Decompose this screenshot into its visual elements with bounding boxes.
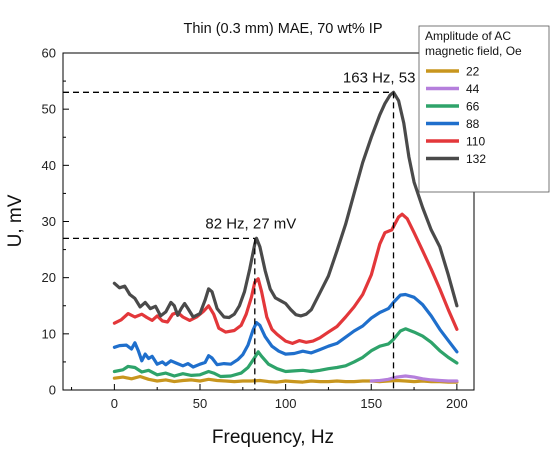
legend-label-88: 88 bbox=[466, 117, 480, 131]
annotation-label: 163 Hz, 53 mV bbox=[343, 69, 442, 86]
x-tick-label: 150 bbox=[360, 396, 382, 411]
x-tick-label: 50 bbox=[193, 396, 207, 411]
series-44-line bbox=[369, 374, 459, 383]
x-axis-ticks: 0 50 100 150 200 bbox=[71, 384, 468, 411]
y-axis-ticks: 0 10 20 30 40 50 60 bbox=[42, 46, 69, 398]
y-tick-label: 50 bbox=[42, 102, 56, 117]
legend-label-44: 44 bbox=[466, 82, 480, 96]
y-tick-label: 10 bbox=[42, 326, 56, 341]
legend: Amplitude of AC magnetic field, Oe 22 44 6… bbox=[418, 25, 550, 193]
series-66-line bbox=[112, 327, 459, 379]
legend-label-110: 110 bbox=[466, 135, 485, 149]
series-22-line bbox=[112, 374, 459, 384]
legend-title-line-2: magnetic field, Oe bbox=[425, 44, 522, 58]
series-132-line bbox=[112, 90, 459, 320]
series-layer bbox=[112, 90, 459, 384]
y-tick-label: 30 bbox=[42, 214, 56, 229]
x-tick-label: 0 bbox=[111, 396, 118, 411]
y-tick-label: 60 bbox=[42, 46, 56, 61]
annotation-label: 82 Hz, 27 mV bbox=[205, 215, 296, 232]
legend-label-132: 132 bbox=[466, 152, 486, 166]
legend-label-22: 22 bbox=[466, 65, 480, 79]
chart-title: Thin (0.3 mm) MAE, 70 wt% IP bbox=[183, 21, 382, 37]
series-88-line bbox=[112, 292, 459, 369]
series-110-line bbox=[112, 212, 459, 345]
y-tick-label: 40 bbox=[42, 158, 56, 173]
y-tick-label: 20 bbox=[42, 270, 56, 285]
y-tick-label: 0 bbox=[49, 383, 56, 398]
legend-items: 22 44 66 88 110 132 bbox=[426, 65, 486, 166]
x-tick-label: 100 bbox=[275, 396, 297, 411]
y-axis-title: U, mV bbox=[5, 194, 26, 247]
x-tick-label: 200 bbox=[446, 396, 468, 411]
legend-box bbox=[418, 25, 550, 193]
x-axis-title: Frequency, Hz bbox=[212, 427, 334, 448]
legend-title-line-1: Amplitude of AC bbox=[425, 29, 511, 43]
annotation-layer: 163 Hz, 53 mV 82 Hz, 27 mV bbox=[63, 69, 442, 390]
legend-label-66: 66 bbox=[466, 100, 480, 114]
